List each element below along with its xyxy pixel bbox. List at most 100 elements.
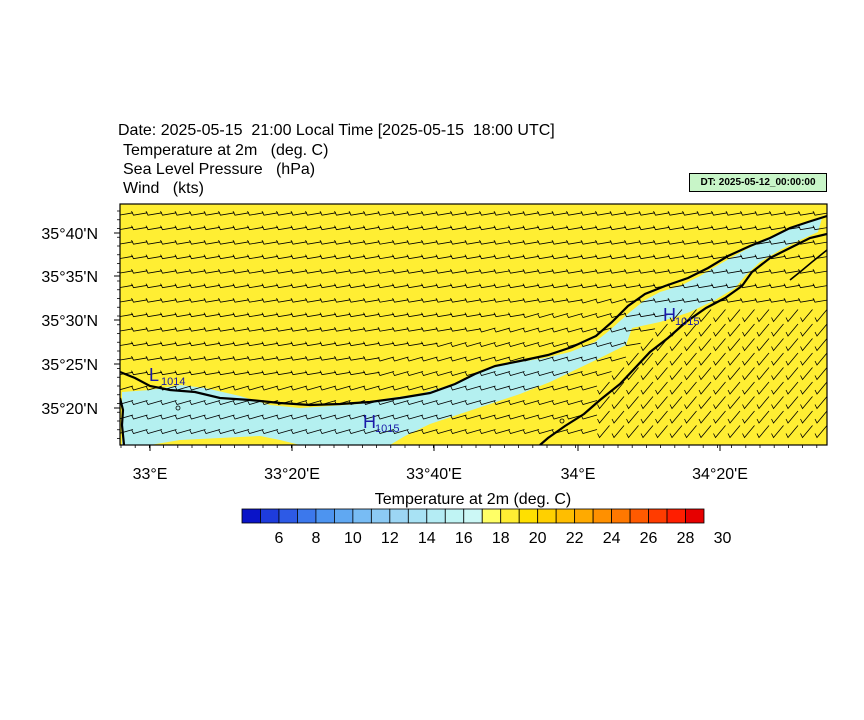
wind-barb: [131, 283, 148, 289]
wind-barb: [609, 342, 627, 347]
wind-barb: [392, 414, 409, 420]
wind-barb: [785, 323, 799, 337]
wind-barb: [406, 414, 424, 420]
wind-barb: [756, 309, 770, 323]
wind-barb: [131, 298, 148, 303]
wind-barb: [174, 225, 192, 231]
wind-barb: [580, 240, 598, 245]
wind-barb: [189, 211, 206, 216]
wind-barb: [305, 240, 322, 245]
wind-barb: [406, 298, 424, 303]
wind-barb: [638, 254, 656, 260]
wind-barb: [783, 211, 801, 216]
wind-barb: [145, 341, 163, 347]
wind-barb: [611, 396, 625, 410]
wind-barb: [120, 255, 134, 259]
wind-barb: [595, 283, 612, 289]
pressure-center-letter: L: [149, 365, 159, 385]
wind-barb: [742, 338, 755, 352]
wind-barb: [406, 283, 424, 289]
wind-barb: [580, 225, 598, 231]
wind-barb: [742, 352, 755, 366]
wind-barb: [595, 254, 612, 260]
wind-barb: [160, 240, 177, 245]
latitude-label: 35°25'N: [41, 357, 98, 374]
wind-barb: [609, 313, 627, 318]
wind-barb: [769, 240, 786, 245]
colorbar-box: [500, 508, 520, 524]
wind-barb: [522, 240, 540, 245]
wind-barb: [812, 298, 827, 303]
wind-barb: [435, 269, 453, 274]
wind-barb: [537, 385, 554, 391]
wind-barb: [725, 283, 743, 289]
wind-barb: [638, 312, 656, 318]
wind-barb: [754, 298, 772, 303]
wind-barb: [377, 240, 395, 245]
wind-barb: [785, 396, 799, 410]
wind-barb: [392, 225, 409, 231]
wind-barb: [727, 410, 741, 424]
wind-barb: [566, 298, 583, 303]
wind-barb: [218, 211, 235, 216]
wind-barb: [742, 381, 755, 395]
wind-barb: [406, 385, 424, 391]
wind-barb: [435, 342, 453, 347]
wind-barb: [626, 425, 639, 439]
wind-barb: [261, 356, 279, 361]
wind-barb: [435, 312, 453, 318]
wind-barb: [522, 385, 540, 391]
wind-barb: [727, 323, 741, 337]
wind-barb: [812, 240, 827, 245]
wind-barb: [203, 327, 221, 332]
wind-barb: [406, 400, 424, 405]
wind-barb: [522, 414, 540, 420]
wind-barb: [566, 225, 583, 231]
wind-barb: [580, 327, 598, 333]
wind-barb: [377, 283, 395, 289]
wind-barb: [189, 283, 206, 289]
wind-barb: [814, 425, 827, 439]
wind-barb: [435, 356, 453, 362]
wind-barb: [290, 298, 308, 303]
colorbar-tick-label: 22: [565, 530, 584, 547]
wind-barb: [421, 312, 438, 318]
wind-barb: [742, 367, 755, 381]
wind-barb: [756, 396, 770, 410]
wind-barb: [595, 240, 612, 245]
wind-barb: [464, 240, 482, 245]
wind-barb: [566, 313, 583, 318]
wind-barb: [189, 400, 206, 405]
wind-barb: [392, 356, 409, 362]
wind-barb: [493, 211, 511, 216]
wind-barb: [305, 254, 322, 260]
wind-barb: [131, 370, 148, 376]
wind-barb: [392, 312, 409, 318]
wind-barb: [754, 211, 772, 216]
wind-barb: [464, 356, 482, 362]
wind-barb: [160, 211, 177, 216]
wind-barb: [783, 254, 801, 260]
wind-barb: [421, 240, 438, 245]
wind-barb: [232, 312, 250, 318]
wind-barb: [698, 381, 712, 395]
wind-barb: [508, 327, 525, 333]
wind-barb: [435, 283, 453, 289]
wind-barb: [377, 269, 395, 274]
wind-barb: [334, 370, 351, 376]
subtitle-pressure: Sea Level Pressure (hPa): [123, 161, 316, 178]
wind-barb: [800, 367, 813, 381]
wind-barb: [566, 283, 583, 289]
wind-barb: [363, 283, 380, 289]
wind-barb: [247, 327, 264, 332]
wind-barb: [319, 370, 337, 376]
wind-barb: [653, 240, 670, 245]
wind-barb: [551, 342, 569, 347]
map-title: Date: 2025-05-15 21:00 Local Time [2025-…: [118, 122, 555, 139]
wind-barb: [174, 298, 192, 303]
wind-barb: [247, 312, 264, 318]
colorbar-box: [611, 508, 631, 524]
wind-barb: [319, 414, 337, 420]
wind-barb: [435, 211, 453, 216]
wind-barb: [232, 269, 250, 274]
